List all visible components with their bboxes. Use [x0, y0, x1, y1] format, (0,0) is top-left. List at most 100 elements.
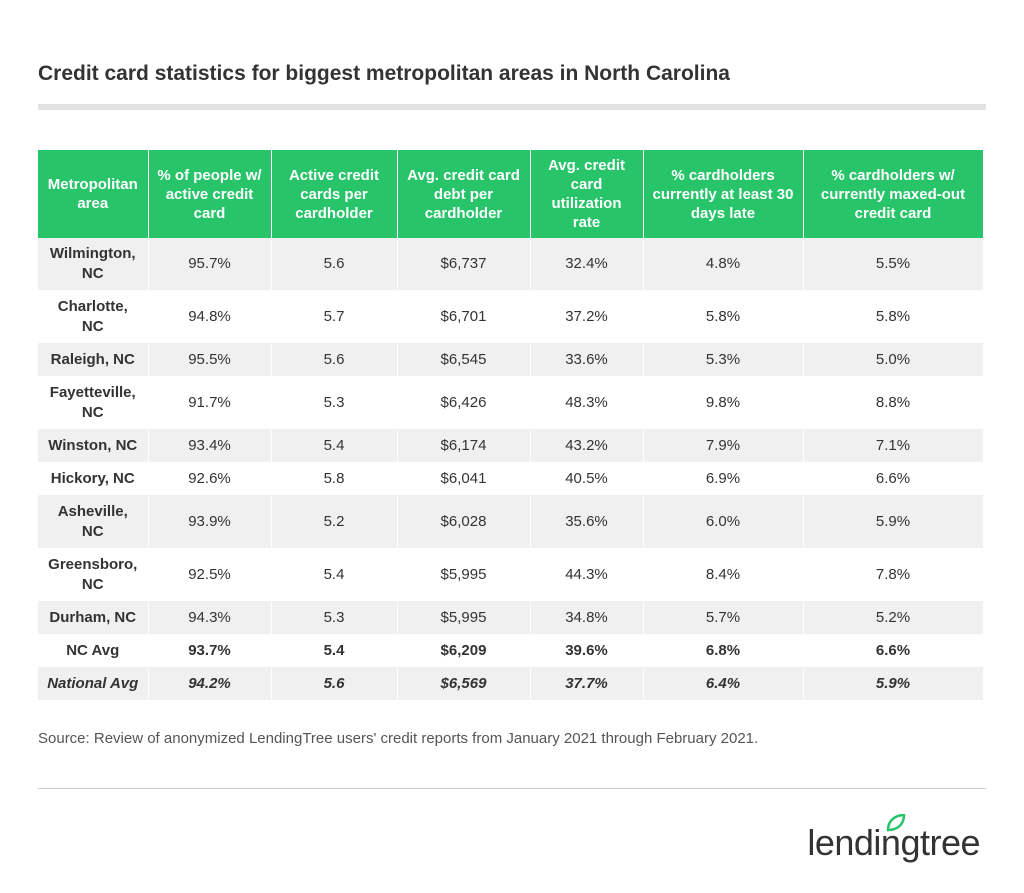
value-cell: 5.6: [271, 343, 398, 377]
logo-leaf: [886, 814, 906, 832]
value-cell: 9.8%: [643, 376, 804, 430]
value-cell: 6.4%: [643, 667, 804, 701]
value-cell: 5.6: [271, 667, 398, 701]
value-cell: 5.4: [271, 429, 398, 463]
value-cell: 5.9%: [803, 495, 984, 549]
area-cell: Winston, NC: [38, 429, 149, 463]
value-cell: $6,569: [397, 667, 531, 701]
value-cell: 32.4%: [530, 238, 644, 291]
value-cell: 6.6%: [803, 634, 984, 668]
value-cell: 43.2%: [530, 429, 644, 463]
value-cell: 40.5%: [530, 462, 644, 496]
value-cell: 8.8%: [803, 376, 984, 430]
value-cell: 6.6%: [803, 462, 984, 496]
table-row: Hickory, NC 92.6% 5.8 $6,041 40.5% 6.9% 6.6%: [38, 462, 984, 496]
value-cell: 5.4: [271, 634, 398, 668]
area-cell: National Avg: [38, 667, 149, 701]
value-cell: 93.9%: [148, 495, 272, 549]
value-cell: $6,174: [397, 429, 531, 463]
area-cell: Greensboro, NC: [38, 548, 149, 602]
value-cell: 92.5%: [148, 548, 272, 602]
value-cell: 94.2%: [148, 667, 272, 701]
value-cell: $6,426: [397, 376, 531, 430]
value-cell: 39.6%: [530, 634, 644, 668]
value-cell: 7.1%: [803, 429, 984, 463]
table-body: Wilmington, NC 95.7% 5.6 $6,737 32.4% 4.8% 5.5…: [38, 238, 984, 701]
header-cell: % cardholders currently at least 30 days…: [643, 150, 804, 238]
table-row: Asheville, NC 93.9% 5.2 $6,028 35.6% 6.0% 5.9%: [38, 495, 984, 549]
value-cell: 4.8%: [643, 238, 804, 291]
value-cell: 5.0%: [803, 343, 984, 377]
value-cell: 95.5%: [148, 343, 272, 377]
table-row: National Avg 94.2% 5.6 $6,569 37.7% 6.4% 5.9%: [38, 667, 984, 701]
value-cell: $6,737: [397, 238, 531, 291]
value-cell: 91.7%: [148, 376, 272, 430]
value-cell: $6,041: [397, 462, 531, 496]
value-cell: 5.8%: [803, 290, 984, 344]
value-cell: 95.7%: [148, 238, 272, 291]
value-cell: 5.3%: [643, 343, 804, 377]
table-row: Durham, NC 94.3% 5.3 $5,995 34.8% 5.7% 5.2%: [38, 601, 984, 635]
value-cell: 5.3: [271, 601, 398, 635]
value-cell: 35.6%: [530, 495, 644, 549]
value-cell: 92.6%: [148, 462, 272, 496]
title: Credit card statistics for biggest metro…: [38, 62, 730, 85]
area-cell: Fayetteville, NC: [38, 376, 149, 430]
area-cell: Durham, NC: [38, 601, 149, 635]
value-cell: 48.3%: [530, 376, 644, 430]
header-cell: Metropolitan area: [38, 150, 149, 238]
value-cell: $6,028: [397, 495, 531, 549]
value-cell: 5.2: [271, 495, 398, 549]
value-cell: 5.3: [271, 376, 398, 430]
value-cell: 6.8%: [643, 634, 804, 668]
value-cell: 5.7: [271, 290, 398, 344]
value-cell: 33.6%: [530, 343, 644, 377]
value-cell: 6.9%: [643, 462, 804, 496]
value-cell: 5.5%: [803, 238, 984, 291]
value-cell: 5.4: [271, 548, 398, 602]
header-cell: % cardholders w/ currently maxed-out cre…: [803, 150, 984, 238]
value-cell: 37.2%: [530, 290, 644, 344]
area-cell: Asheville, NC: [38, 495, 149, 549]
area-cell: Charlotte, NC: [38, 290, 149, 344]
value-cell: $6,701: [397, 290, 531, 344]
value-cell: 94.3%: [148, 601, 272, 635]
table-row: Fayetteville, NC 91.7% 5.3 $6,426 48.3% 9.8% 8…: [38, 376, 984, 430]
table-row: Wilmington, NC 95.7% 5.6 $6,737 32.4% 4.8% 5.5…: [38, 238, 984, 291]
value-cell: 7.8%: [803, 548, 984, 602]
value-cell: 94.8%: [148, 290, 272, 344]
table-row: Winston, NC 93.4% 5.4 $6,174 43.2% 7.9% 7.1%: [38, 429, 984, 463]
table-row: Charlotte, NC 94.8% 5.7 $6,701 37.2% 5.8% 5.8%: [38, 290, 984, 344]
logo: lendingtree: [807, 822, 980, 863]
value-cell: 5.7%: [643, 601, 804, 635]
value-cell: 7.9%: [643, 429, 804, 463]
source-note: Source: Review of anonymized LendingTree…: [38, 730, 759, 747]
table-row: Greensboro, NC 92.5% 5.4 $5,995 44.3% 8.4% 7.8…: [38, 548, 984, 602]
value-cell: 5.2%: [803, 601, 984, 635]
divider: [38, 788, 986, 789]
area-cell: Wilmington, NC: [38, 238, 149, 291]
value-cell: 34.8%: [530, 601, 644, 635]
area-cell: Raleigh, NC: [38, 343, 149, 377]
area-cell: NC Avg: [38, 634, 149, 668]
value-cell: 93.4%: [148, 429, 272, 463]
value-cell: 5.8: [271, 462, 398, 496]
value-cell: 8.4%: [643, 548, 804, 602]
value-cell: 6.0%: [643, 495, 804, 549]
value-cell: 5.6: [271, 238, 398, 291]
header-cell: % of people w/ active credit card: [148, 150, 272, 238]
table-row: Raleigh, NC 95.5% 5.6 $6,545 33.6% 5.3% 5.0%: [38, 343, 984, 377]
value-cell: 5.9%: [803, 667, 984, 701]
table-row: NC Avg 93.7% 5.4 $6,209 39.6% 6.8% 6.6%: [38, 634, 984, 668]
value-cell: $6,209: [397, 634, 531, 668]
value-cell: $5,995: [397, 601, 531, 635]
title-underline: [38, 104, 986, 110]
header-row: Metropolitan area% of people w/ active c…: [38, 150, 984, 238]
value-cell: 93.7%: [148, 634, 272, 668]
stats-table: Metropolitan area% of people w/ active c…: [38, 150, 984, 701]
value-cell: 37.7%: [530, 667, 644, 701]
value-cell: $5,995: [397, 548, 531, 602]
area-cell: Hickory, NC: [38, 462, 149, 496]
value-cell: 44.3%: [530, 548, 644, 602]
